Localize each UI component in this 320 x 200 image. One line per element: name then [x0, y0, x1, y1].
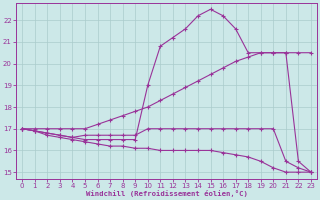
- X-axis label: Windchill (Refroidissement éolien,°C): Windchill (Refroidissement éolien,°C): [86, 190, 248, 197]
